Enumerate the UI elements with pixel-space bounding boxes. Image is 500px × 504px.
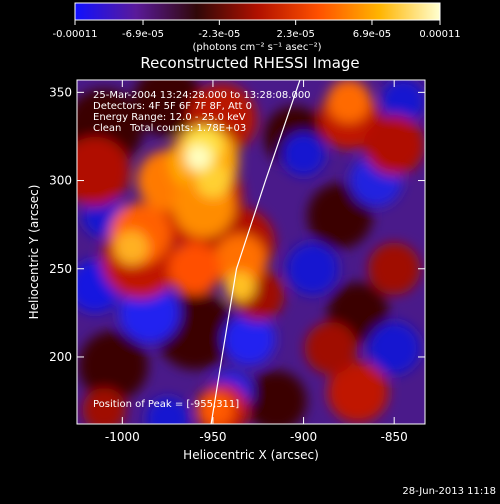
heatmap-blob	[77, 136, 130, 207]
colorbar-tick-label: 6.9e-05	[353, 29, 391, 40]
heatmap-blobs	[77, 80, 425, 424]
heatmap-blob	[281, 132, 326, 176]
annotations: 25-Mar-2004 13:24:28.000 to 13:28:08.000…	[93, 90, 311, 410]
footer-date: 28-Jun-2013 11:18	[402, 486, 496, 497]
annotation-detectors: Detectors: 4F 5F 6F 7F 8F, Att 0	[93, 101, 252, 112]
x-tick-label: -900	[290, 430, 317, 444]
colorbar-tick-label: -2.3e-05	[198, 29, 240, 40]
y-axis-label: Heliocentric Y (arcsec)	[27, 185, 41, 320]
heatmap-blob	[223, 313, 276, 366]
heatmap-blob	[82, 388, 126, 424]
heatmap-blob	[113, 230, 149, 265]
colorbar-tick-label: 2.3e-05	[276, 29, 314, 40]
heatmap-blob	[286, 242, 339, 295]
heatmap-blob	[195, 163, 231, 198]
heatmap-blob	[307, 183, 373, 249]
annotation-time-range: 25-Mar-2004 13:24:28.000 to 13:28:08.000	[93, 90, 311, 101]
heatmap-blob	[78, 330, 149, 401]
heatmap-blob	[304, 322, 357, 375]
heatmap-blob	[327, 361, 389, 423]
heatmap-area	[77, 80, 425, 424]
colorbar: -0.00011 -6.9e-05 -2.3e-05 2.3e-05 6.9e-05 0.…	[53, 2, 461, 53]
heatmap-blob	[185, 144, 212, 171]
y-tick-label: 200	[49, 350, 72, 364]
heatmap-blob	[145, 396, 190, 424]
heatmap-blob	[368, 242, 421, 295]
y-tick-label: 350	[49, 85, 72, 99]
x-axis-ticks: -1000 -950 -900 -850	[105, 80, 408, 444]
colorbar-gradient	[74, 2, 441, 21]
x-tick-label: -1000	[105, 430, 140, 444]
heatmap-blob	[327, 80, 371, 123]
solar-limb-curve	[210, 80, 301, 424]
x-tick-label: -950	[199, 430, 226, 444]
y-tick-label: 300	[49, 174, 72, 188]
y-axis-ticks: 200 250 300 350	[49, 85, 425, 364]
heatmap-blob	[214, 233, 267, 287]
plot-frame	[76, 79, 426, 425]
heatmap-blob	[224, 271, 256, 302]
heatmap-blob	[368, 322, 421, 375]
heatmap-blob	[199, 392, 234, 424]
colorbar-unit-label: (photons cm⁻² s⁻¹ asec⁻²)	[192, 42, 321, 53]
x-axis-label: Heliocentric X (arcsec)	[183, 448, 319, 462]
y-tick-label: 250	[49, 262, 72, 276]
colorbar-tick-label: 0.00011	[419, 29, 460, 40]
annotation-method: Clean	[93, 123, 121, 134]
colorbar-ticks: -0.00011 -6.9e-05 -2.3e-05 2.3e-05 6.9e-05 0.…	[53, 20, 461, 40]
annotation-peak: Position of Peak = [-955,311]	[93, 399, 239, 410]
annotation-energy-range: Energy Range: 12.0 - 25.0 keV	[93, 112, 246, 123]
chart-title: Reconstructed RHESSI Image	[140, 54, 359, 72]
heatmap-blob	[363, 114, 425, 176]
x-tick-label: -850	[381, 430, 408, 444]
heatmap-blob	[168, 242, 221, 295]
annotation-total-counts: Total counts: 1.78E+03	[129, 123, 246, 134]
colorbar-tick-label: -0.00011	[53, 29, 98, 40]
heatmap-blob	[245, 370, 307, 424]
heatmap-blob	[132, 80, 203, 136]
heatmap-blob	[381, 80, 425, 123]
colorbar-tick-label: -6.9e-05	[122, 29, 164, 40]
